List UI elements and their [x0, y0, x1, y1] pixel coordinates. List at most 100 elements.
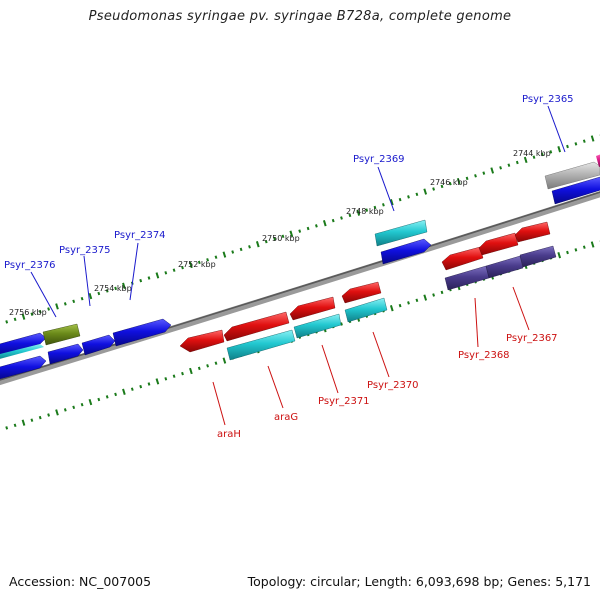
gene-label-psyr-2376[interactable]: Psyr_2376	[4, 260, 56, 271]
gene-label-arag[interactable]: araG	[274, 412, 298, 423]
minor-tick	[72, 405, 76, 410]
minor-tick	[582, 245, 586, 249]
gene-arrow[interactable]	[81, 334, 116, 356]
gene-label-psyr-2365[interactable]: Psyr_2365	[522, 94, 574, 105]
gene-arrow[interactable]	[596, 153, 600, 167]
minor-tick	[440, 184, 444, 189]
major-tick	[289, 230, 294, 237]
minor-tick	[38, 415, 42, 420]
major-tick	[189, 261, 193, 269]
gene-arrow[interactable]	[514, 221, 551, 243]
forward-label-leaders	[30, 105, 566, 318]
minor-tick	[373, 205, 377, 210]
gene-arrow[interactable]	[485, 255, 524, 279]
gene-arrow[interactable]	[444, 265, 490, 291]
minor-tick	[331, 218, 335, 223]
major-tick	[557, 146, 562, 153]
gene-arrow[interactable]	[0, 355, 47, 380]
gene-arrow[interactable]	[380, 238, 432, 265]
gene-label-psyr-2368[interactable]: Psyr_2368	[458, 350, 510, 361]
tick-label-2746: 2746 kbp	[430, 178, 468, 187]
minor-tick	[541, 152, 544, 157]
reverse-label-leaders	[212, 286, 530, 426]
minor-tick	[398, 303, 402, 308]
forward-gene-labels: Psyr_2365 Psyr_2369 Psyr_2374 Psyr_2375 …	[4, 94, 574, 271]
minor-tick	[264, 239, 268, 244]
major-tick	[389, 305, 394, 312]
gene-label-psyr-2375[interactable]: Psyr_2375	[59, 245, 111, 256]
minor-tick	[139, 278, 143, 283]
major-tick	[322, 220, 327, 227]
gene-arrow[interactable]	[478, 232, 519, 256]
major-tick	[423, 188, 428, 195]
minor-tick	[139, 384, 143, 389]
gene-arrow[interactable]	[223, 311, 290, 342]
major-tick	[21, 419, 26, 426]
minor-tick	[407, 301, 410, 305]
gene-arrow[interactable]	[0, 332, 47, 356]
tick-label-2752: 2752 kbp	[178, 260, 216, 269]
major-tick	[88, 292, 93, 300]
gene-label-psyr-2370[interactable]: Psyr_2370	[367, 380, 419, 391]
minor-tick	[415, 298, 419, 303]
minor-tick	[97, 397, 101, 402]
major-tick	[155, 272, 160, 279]
minor-tick	[239, 247, 243, 252]
minor-tick	[507, 163, 511, 167]
minor-tick	[30, 312, 34, 316]
minor-tick	[80, 296, 84, 301]
gene-arrow[interactable]	[112, 318, 172, 347]
minor-tick	[248, 245, 251, 249]
gene-arrow[interactable]	[374, 219, 428, 247]
minor-tick	[147, 382, 151, 386]
gene-label-psyr-2374[interactable]: Psyr_2374	[114, 230, 166, 241]
major-tick	[189, 367, 193, 375]
gene-arrow[interactable]	[42, 323, 81, 346]
major-tick	[155, 378, 160, 385]
gene-arrow[interactable]	[289, 296, 336, 321]
minor-tick	[566, 144, 569, 149]
minor-tick	[181, 371, 184, 376]
major-tick	[356, 209, 361, 216]
major-tick	[222, 251, 227, 258]
minor-tick	[465, 176, 469, 181]
minor-tick	[515, 160, 519, 165]
major-tick	[590, 135, 595, 142]
minor-tick	[532, 155, 536, 159]
minor-tick	[147, 276, 151, 280]
gene-arrow[interactable]	[544, 161, 600, 190]
minor-tick	[30, 418, 34, 422]
gene-label-arah[interactable]: araH	[217, 429, 241, 440]
minor-tick	[105, 289, 109, 293]
gene-arrow[interactable]	[179, 329, 225, 353]
gene-arrow[interactable]	[519, 245, 557, 268]
gene-label-psyr-2367[interactable]: Psyr_2367	[506, 333, 558, 344]
minor-tick	[231, 250, 235, 254]
minor-tick	[114, 392, 117, 397]
minor-tick	[398, 197, 402, 202]
gene-arrow[interactable]	[341, 281, 382, 304]
minor-tick	[415, 192, 419, 197]
gene-arrow[interactable]	[441, 246, 484, 271]
major-tick	[122, 388, 126, 395]
major-tick	[456, 177, 461, 185]
outer-tick-row	[5, 134, 600, 324]
gene-label-psyr-2369[interactable]: Psyr_2369	[353, 154, 405, 165]
gene-arrow[interactable]	[226, 329, 296, 361]
gene-arrow[interactable]	[344, 297, 388, 323]
gene-arrow[interactable]	[293, 313, 342, 339]
gene-arrow[interactable]	[551, 176, 600, 205]
minor-tick	[206, 364, 209, 368]
minor-tick	[38, 309, 42, 314]
gene-label-psyr-2371[interactable]: Psyr_2371	[318, 396, 370, 407]
minor-tick	[214, 361, 218, 365]
major-tick	[389, 199, 394, 206]
minor-tick	[114, 286, 117, 291]
minor-tick	[474, 174, 477, 178]
minor-tick	[440, 290, 444, 295]
gene-arrow[interactable]	[0, 344, 44, 360]
minor-tick	[281, 234, 285, 239]
gene-arrow[interactable]	[47, 343, 84, 365]
minor-tick	[130, 387, 134, 391]
minor-tick	[197, 366, 201, 371]
